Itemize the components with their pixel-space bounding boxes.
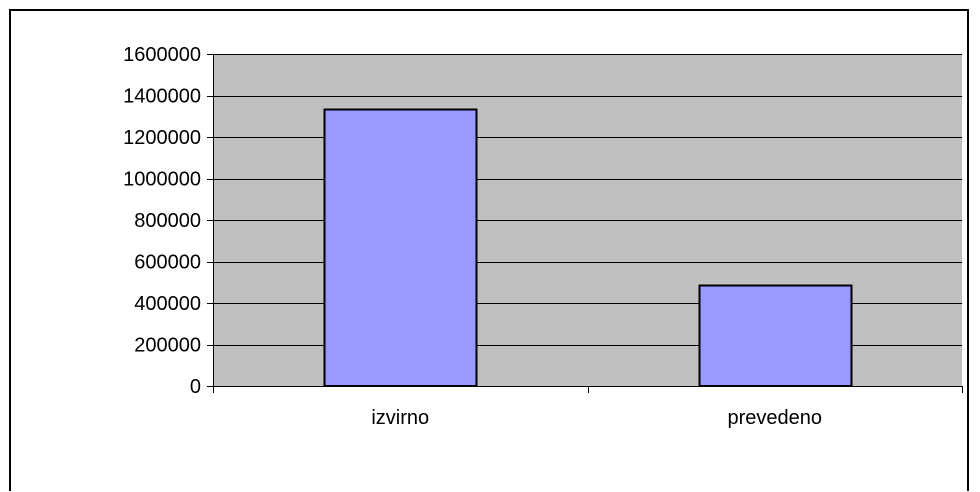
y-tick-label: 1200000	[123, 127, 201, 149]
x-tick-labels: izvirno prevedeno	[371, 407, 822, 429]
y-tick-label: 200000	[134, 335, 201, 357]
y-tick-label: 800000	[134, 210, 201, 232]
y-tick-label: 400000	[134, 293, 201, 315]
bar-izvirno	[323, 108, 478, 387]
y-tick-label: 1600000	[123, 44, 201, 66]
y-tick-label: 0	[190, 376, 201, 398]
bar-prevedeno	[698, 284, 853, 387]
axes	[207, 54, 963, 393]
y-tick-label: 1400000	[123, 86, 201, 108]
y-tick-label: 600000	[134, 252, 201, 274]
bars	[323, 108, 853, 387]
x-tick-label: izvirno	[371, 407, 429, 429]
y-tick-label: 1000000	[123, 169, 201, 191]
y-tick-labels: 0 200000 400000 600000 800000 1000000 1200000 1…	[123, 44, 201, 398]
x-tick-label: prevedeno	[727, 407, 822, 429]
